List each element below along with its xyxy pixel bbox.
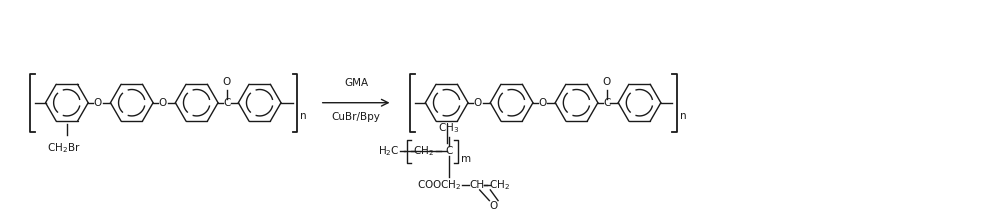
Text: CH$_2$: CH$_2$ — [413, 144, 434, 158]
Text: CH$_2$Br: CH$_2$Br — [47, 141, 81, 155]
Text: CH$_3$: CH$_3$ — [438, 121, 459, 135]
Text: C: C — [445, 146, 452, 156]
Text: O: O — [539, 98, 547, 108]
Text: O: O — [474, 98, 482, 108]
Text: n: n — [680, 111, 687, 121]
Text: CuBr/Bpy: CuBr/Bpy — [332, 112, 381, 122]
Text: C: C — [223, 98, 230, 108]
Text: C: C — [603, 98, 610, 108]
Text: O: O — [602, 77, 611, 87]
Text: m: m — [461, 154, 471, 164]
Text: GMA: GMA — [344, 78, 368, 88]
Text: CH$_2$: CH$_2$ — [489, 178, 510, 192]
Text: COOCH$_2$: COOCH$_2$ — [417, 178, 461, 192]
Text: n: n — [300, 111, 307, 121]
Text: O: O — [94, 98, 102, 108]
Text: H$_2$C: H$_2$C — [378, 144, 399, 158]
Text: O: O — [223, 77, 231, 87]
Text: O: O — [159, 98, 167, 108]
Text: CH: CH — [469, 180, 484, 190]
Text: O: O — [489, 201, 497, 211]
